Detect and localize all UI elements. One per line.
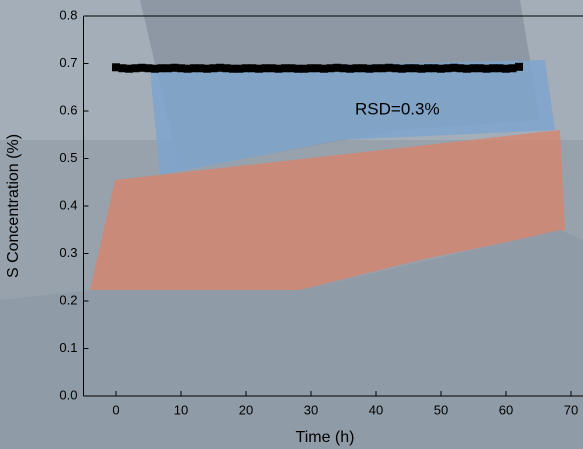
data-point [320,64,328,73]
x-tick-label: 0 [112,402,119,417]
data-point [417,64,426,73]
data-point [404,64,413,73]
data-point [170,63,179,72]
y-tick-label: 0.2 [59,292,77,307]
data-point [222,64,231,73]
data-point [118,64,127,73]
data-point [326,64,335,73]
data-point [294,64,302,73]
data-point [307,64,315,73]
data-point [346,64,354,73]
annotation: RSD=0.3% [355,99,440,118]
data-point [131,64,140,73]
data-point [209,64,218,73]
y-tick-label: 0.8 [59,7,77,22]
data-point [489,64,497,73]
data-point [235,64,244,73]
x-tick-label: 20 [239,402,253,417]
data-point [443,64,452,73]
data-point [190,64,198,73]
data-point [164,64,172,73]
data-point [398,64,406,73]
data-point [151,64,159,73]
data-point [476,64,484,73]
data-point [424,64,432,73]
x-tick-label: 10 [174,402,188,417]
data-point [268,64,276,73]
data-point [411,64,419,73]
data-point [463,64,471,73]
x-tick-label: 30 [304,402,318,417]
x-tick-label: 40 [369,402,383,417]
data-point [144,64,153,73]
data-point [469,64,478,73]
data-point [339,64,348,73]
data-point [313,64,322,73]
data-point [196,64,205,73]
data-point [157,64,166,73]
data-point [255,64,263,73]
y-tick-label: 0.3 [59,245,77,260]
data-point [112,63,120,72]
data-point [216,63,224,72]
data-point [261,64,270,73]
data-point [430,64,439,73]
y-tick-label: 0.6 [59,102,77,117]
data-point [391,64,400,73]
data-point [242,64,250,73]
data-point [508,64,517,73]
x-axis-title: Time (h) [296,429,355,446]
y-axis-title: S Concentration (%) [5,134,22,278]
y-tick-label: 0.4 [59,197,77,212]
data-point [359,64,367,73]
y-tick-label: 0.5 [59,150,77,165]
data-point [248,64,257,73]
data-point [437,64,445,73]
data-point [515,62,523,71]
data-point [229,64,237,73]
x-tick-label: 70 [564,402,578,417]
data-point [300,64,309,73]
data-point [203,64,211,73]
data-point [281,64,289,73]
y-tick-label: 0.7 [59,55,77,70]
y-tick-label: 0.1 [59,340,77,355]
x-tick-label: 60 [499,402,513,417]
data-point [287,64,296,73]
x-tick-label: 50 [434,402,448,417]
data-point [385,63,393,72]
y-tick-label: 0.0 [59,387,77,402]
data-point [372,64,380,73]
data-point [333,63,341,72]
data-point [502,64,510,73]
data-point [274,64,283,73]
data-point [456,64,465,73]
data-point [177,64,185,73]
data-point [450,63,458,72]
data-point [352,64,361,73]
data-point [138,63,146,72]
data-point [125,64,133,73]
data-point [378,64,387,73]
data-point [482,64,491,73]
data-point [183,64,192,73]
data-point [365,64,374,73]
data-point [495,64,504,73]
